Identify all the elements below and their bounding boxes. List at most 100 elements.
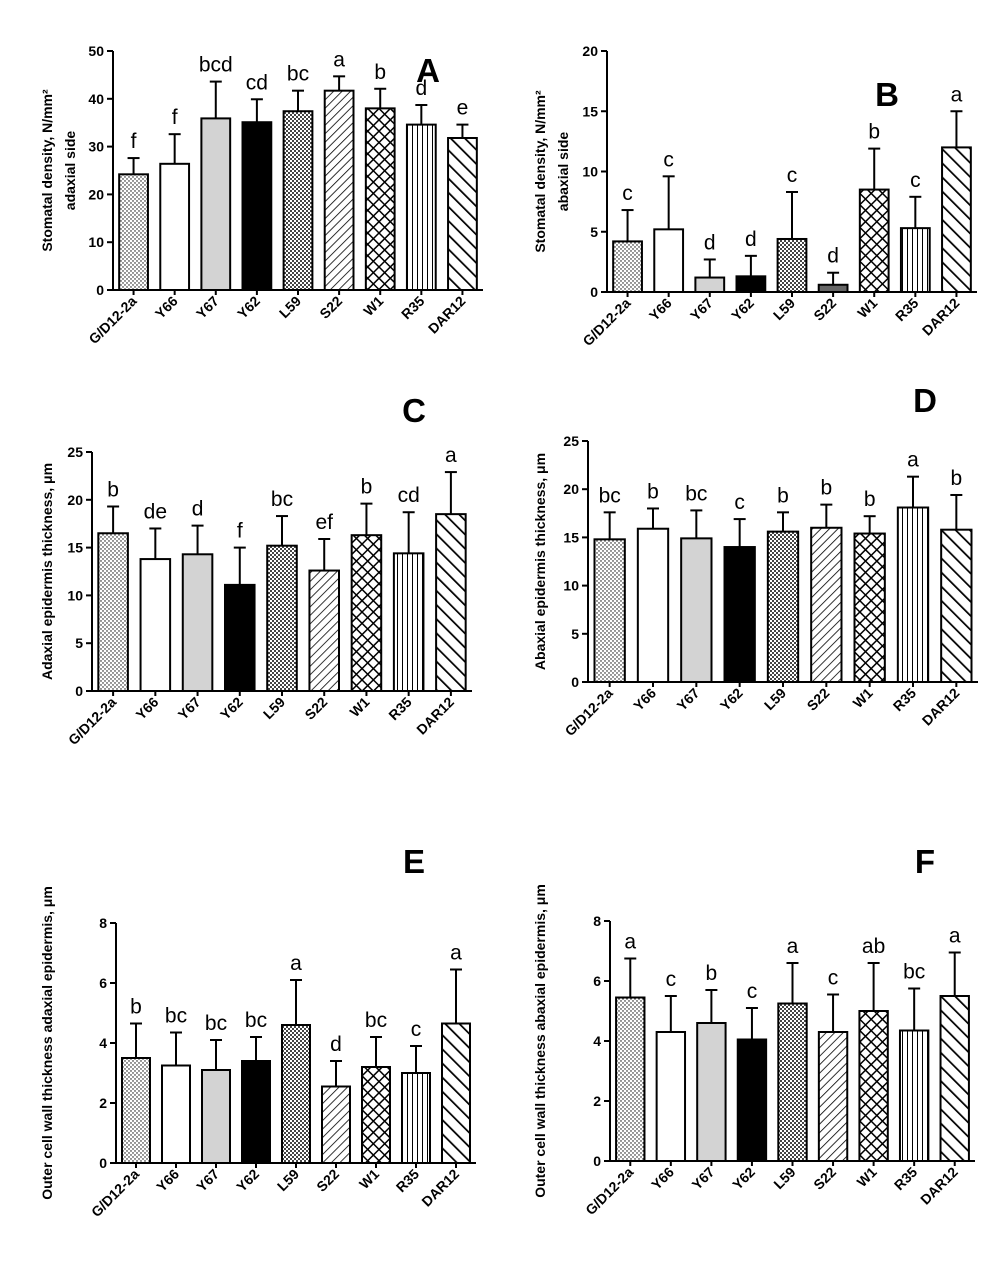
bar-R35 bbox=[899, 227, 931, 293]
y-tick-label: 0 bbox=[96, 282, 104, 298]
significance-letter: d bbox=[704, 231, 716, 254]
bar-Y66 bbox=[653, 228, 685, 293]
panel-B: 0 5 10 15 20 c G/D12-2a c Y66 d Y67 d Y62 c L59 d S22 b W1… bbox=[532, 43, 977, 349]
significance-letter: a bbox=[907, 449, 919, 472]
significance-letter: c bbox=[734, 491, 745, 514]
significance-letter: bc bbox=[365, 1009, 387, 1032]
x-tick-label: G/D12-2a bbox=[562, 685, 616, 739]
significance-letter: d bbox=[330, 1033, 342, 1056]
significance-letter: c bbox=[411, 1018, 422, 1041]
x-tick-label: L59 bbox=[276, 293, 305, 322]
bar-S22 bbox=[817, 1031, 849, 1162]
x-tick-label: Y67 bbox=[674, 685, 703, 714]
y-axis-title: Outer cell wall thickness adaxial epider… bbox=[39, 886, 55, 1200]
bar-W1 bbox=[858, 188, 890, 293]
y-tick-label: 5 bbox=[571, 626, 579, 642]
y-tick-label: 25 bbox=[67, 444, 83, 460]
x-tick-label: Y67 bbox=[175, 694, 204, 723]
significance-letter: bc bbox=[599, 484, 621, 507]
x-tick-label: R35 bbox=[890, 685, 920, 715]
y-tick-label: 25 bbox=[563, 433, 579, 449]
x-tick-label: S22 bbox=[810, 1164, 839, 1193]
x-tick-label: DAR12 bbox=[413, 694, 457, 738]
panel-label: D bbox=[913, 382, 937, 419]
x-tick-label: W1 bbox=[346, 694, 372, 720]
y-tick-label: 0 bbox=[593, 1153, 601, 1169]
x-tick-label: Y67 bbox=[193, 1166, 222, 1195]
bar-Y67 bbox=[696, 1022, 727, 1162]
panel-F: 0 2 4 6 8 a G/D12-2a c Y66 b Y67 c Y62 a L59 c S22 ab W1 bc… bbox=[532, 843, 975, 1218]
bar-DAR12 bbox=[939, 995, 970, 1162]
y-tick-label: 20 bbox=[563, 481, 579, 497]
significance-letter: b bbox=[864, 488, 876, 511]
x-tick-label: L59 bbox=[770, 295, 799, 324]
significance-letter: b bbox=[374, 61, 386, 84]
panel-D: 0 5 10 15 20 25 bc G/D12-2a b Y66 bc Y67 c Y62 b L59 b S2… bbox=[532, 382, 978, 739]
significance-letter: c bbox=[666, 968, 677, 991]
bar-L59 bbox=[266, 544, 298, 692]
y-tick-label: 4 bbox=[593, 1033, 601, 1049]
x-tick-label: DAR12 bbox=[919, 685, 963, 729]
x-tick-label: L59 bbox=[260, 694, 289, 723]
x-tick-label: Y62 bbox=[233, 1166, 262, 1195]
bar-L59 bbox=[766, 530, 800, 684]
significance-letter: d bbox=[192, 498, 204, 521]
bar-Y62 bbox=[241, 1060, 271, 1164]
y-tick-label: 4 bbox=[99, 1035, 107, 1051]
significance-letter: b bbox=[130, 996, 142, 1019]
bar-Y66 bbox=[139, 558, 172, 693]
significance-letter: a bbox=[450, 942, 462, 965]
bar-G/D12-2a bbox=[612, 240, 643, 293]
significance-letter: c bbox=[910, 169, 921, 192]
bar-DAR12 bbox=[447, 136, 478, 291]
x-tick-label: L59 bbox=[770, 1164, 799, 1193]
bar-Y67 bbox=[201, 1069, 231, 1164]
x-tick-label: G/D12-2a bbox=[88, 1166, 142, 1220]
x-tick-label: Y62 bbox=[729, 1164, 758, 1193]
bar-W1 bbox=[350, 534, 383, 692]
y-tick-label: 0 bbox=[75, 683, 83, 699]
x-tick-label: Y67 bbox=[689, 1164, 718, 1193]
y-tick-label: 20 bbox=[67, 492, 83, 508]
significance-letter: cd bbox=[398, 484, 420, 507]
x-tick-label: Y62 bbox=[728, 295, 757, 324]
y-axis-title: abaxial side bbox=[555, 132, 571, 212]
x-tick-label: S22 bbox=[316, 293, 345, 322]
bar-S22 bbox=[321, 1085, 351, 1164]
significance-letter: c bbox=[787, 164, 798, 187]
y-axis-title: adaxial side bbox=[62, 131, 78, 211]
bar-Y62 bbox=[241, 121, 273, 291]
bar-W1 bbox=[858, 1010, 889, 1162]
significance-letter: f bbox=[131, 130, 137, 153]
bar-L59 bbox=[776, 237, 808, 293]
bar-G/D12-2a bbox=[615, 996, 646, 1162]
bar-G/D12-2a bbox=[118, 173, 149, 292]
bar-R35 bbox=[898, 1029, 930, 1162]
significance-letter: de bbox=[144, 500, 167, 523]
x-tick-label: Y66 bbox=[133, 694, 162, 723]
y-tick-label: 20 bbox=[582, 43, 598, 59]
bar-G/D12-2a bbox=[97, 532, 129, 693]
significance-letter: e bbox=[457, 97, 469, 120]
x-tick-label: S22 bbox=[313, 1166, 342, 1195]
bar-Y66 bbox=[655, 1031, 687, 1162]
significance-letter: a bbox=[290, 952, 302, 975]
x-tick-label: W1 bbox=[356, 1166, 382, 1192]
significance-letter: a bbox=[445, 444, 457, 467]
bar-Y66 bbox=[636, 527, 670, 683]
significance-letter: bc bbox=[205, 1012, 227, 1035]
y-tick-label: 0 bbox=[99, 1155, 107, 1171]
y-tick-label: 50 bbox=[88, 43, 104, 59]
y-axis-title: Stomatal density, N/mm² bbox=[532, 90, 548, 253]
panel-label: E bbox=[403, 843, 425, 880]
bar-S22 bbox=[810, 526, 843, 684]
x-tick-label: G/D12-2a bbox=[582, 1164, 636, 1218]
y-tick-label: 8 bbox=[593, 913, 601, 929]
significance-letter: bc bbox=[287, 63, 309, 86]
significance-letter: b bbox=[868, 121, 880, 144]
bar-Y67 bbox=[680, 537, 713, 684]
y-tick-label: 8 bbox=[99, 915, 107, 931]
y-tick-label: 5 bbox=[75, 635, 83, 651]
significance-letter: ef bbox=[315, 511, 333, 534]
